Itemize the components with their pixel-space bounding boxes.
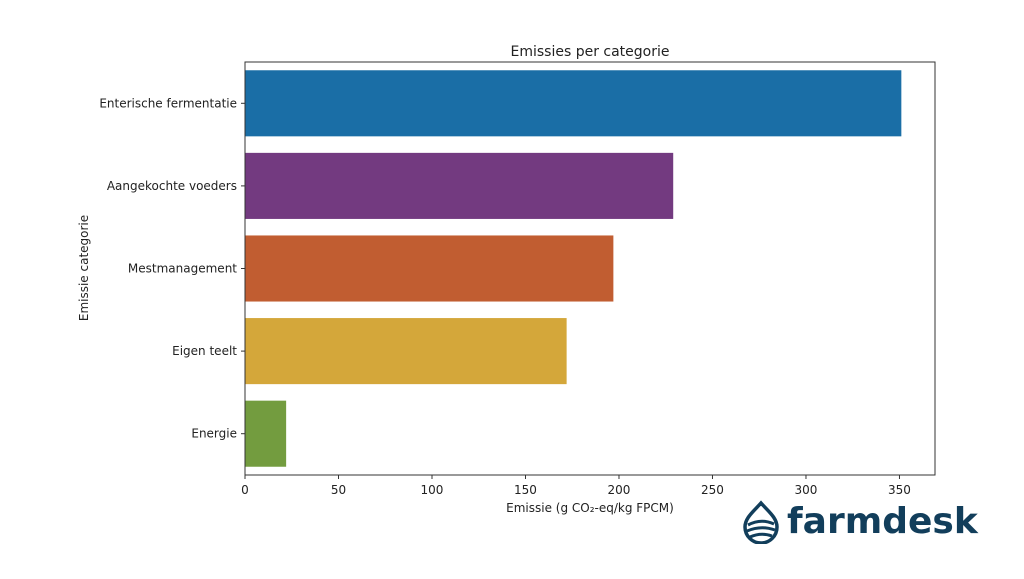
x-tick-label: 350 [888,483,911,497]
x-tick-label: 200 [608,483,631,497]
x-tick-label: 300 [795,483,818,497]
water-drop-logo-icon [743,500,779,544]
x-tick-label: 150 [514,483,537,497]
bar [245,152,674,219]
y-tick-label: Aangekochte voeders [107,179,237,193]
x-tick-label: 100 [421,483,444,497]
y-tick-label: Enterische fermentatie [99,96,237,110]
bar [245,235,614,302]
x-tick-label: 50 [331,483,346,497]
chart-title: Emissies per categorie [510,44,669,60]
bar [245,70,902,137]
x-axis-label: Emissie (g CO₂-eq/kg FPCM) [506,501,674,515]
bar [245,400,287,467]
y-tick-label: Mestmanagement [128,262,237,276]
x-tick-label: 0 [241,483,249,497]
logo-text: farmdesk [787,501,978,542]
bar [245,318,567,385]
farmdesk-logo: farmdesk [741,500,978,544]
y-tick-label: Energie [191,427,237,441]
y-tick-label: Eigen teelt [172,344,237,358]
x-tick-label: 250 [701,483,724,497]
y-axis-label: Emissie categorie [77,215,91,321]
